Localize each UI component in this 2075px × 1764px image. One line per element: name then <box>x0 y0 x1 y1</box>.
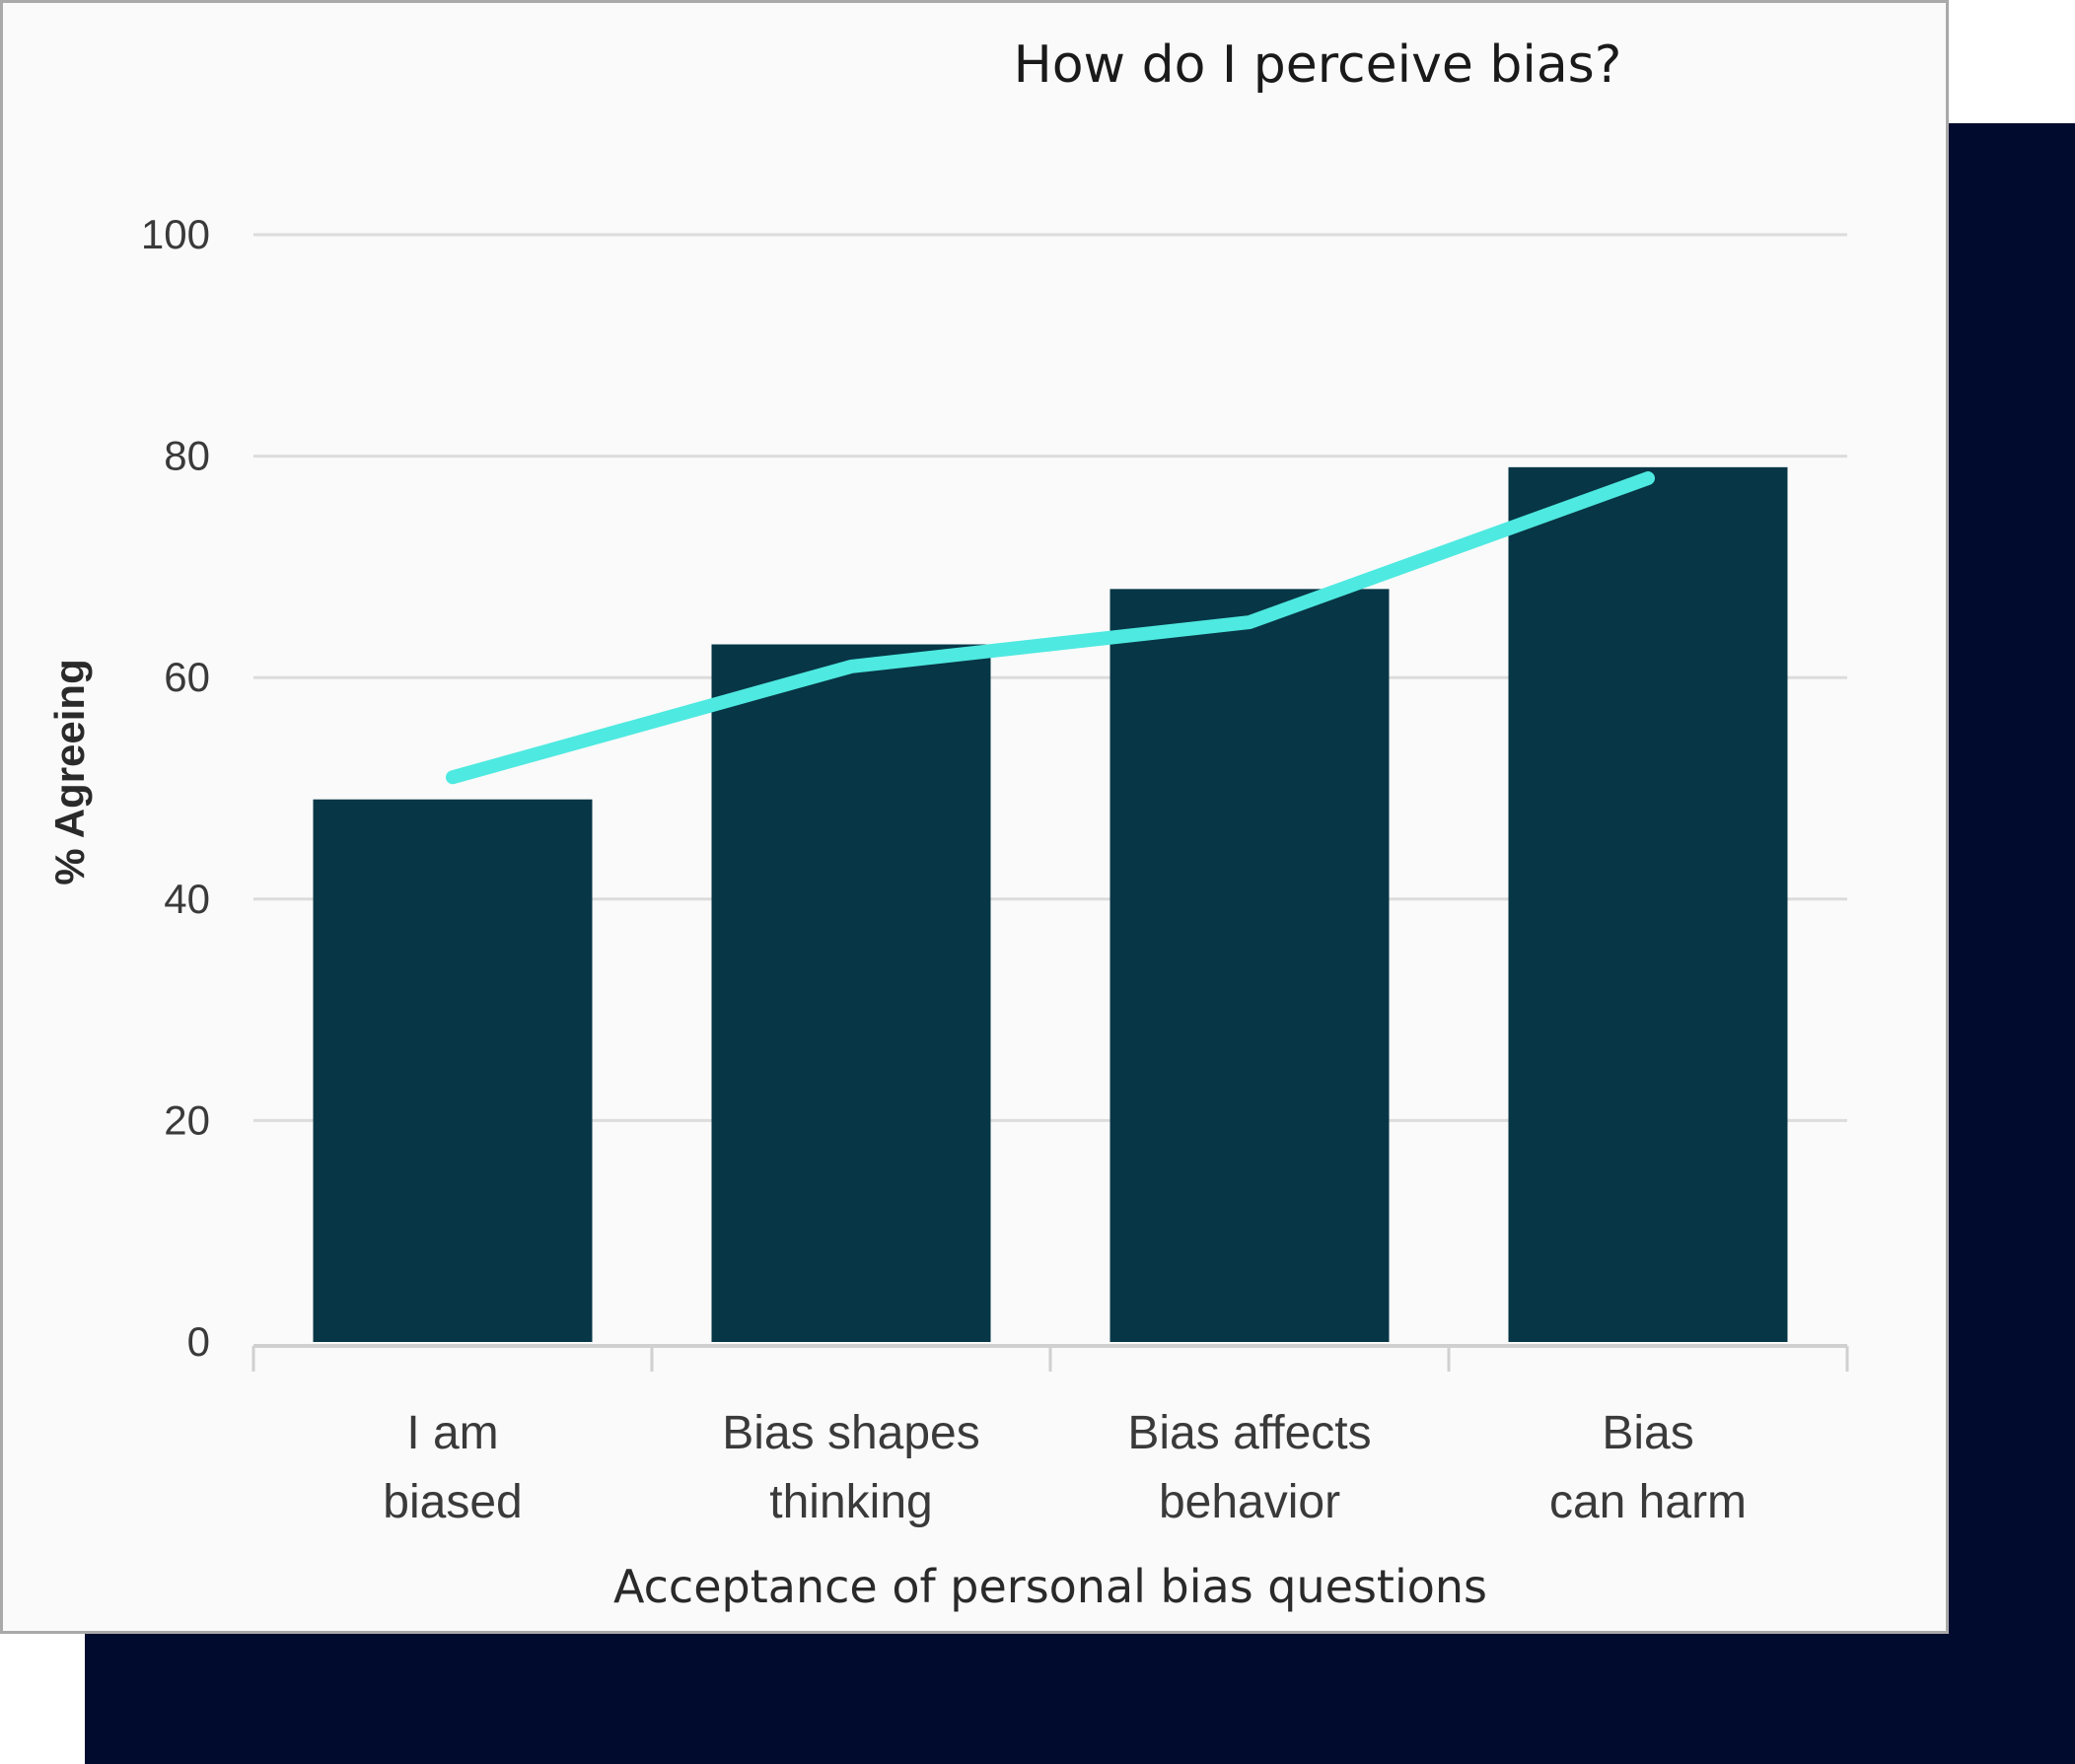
x-axis-label: Acceptance of personal bias questions <box>613 1560 1487 1613</box>
category-labels: I am biased Bias shapes thinking Bias affect… <box>383 1407 1747 1528</box>
category-label-2-line-2: thinking <box>769 1476 932 1528</box>
category-label-1-line-2: biased <box>383 1476 522 1528</box>
y-tick-80: 80 <box>164 433 210 479</box>
y-tick-0: 0 <box>187 1318 210 1365</box>
bias-chart: How do I perceive bias? 0 20 40 60 80 100 I a… <box>46 35 1849 1613</box>
y-tick-labels: 0 20 40 60 80 100 <box>141 211 210 1365</box>
category-label-3-line-2: behavior <box>1159 1476 1340 1528</box>
y-tick-60: 60 <box>164 654 210 700</box>
y-axis-label: % Agreeing <box>46 659 93 884</box>
x-axis <box>251 1344 1849 1372</box>
bars <box>313 466 1788 1343</box>
chart-title: How do I perceive bias? <box>1014 35 1622 95</box>
category-label-3-line-1: Bias affects <box>1127 1407 1371 1459</box>
bar-2 <box>711 644 991 1342</box>
category-label-4-line-1: Bias <box>1602 1407 1693 1459</box>
category-label-2-line-1: Bias shapes <box>722 1407 980 1459</box>
category-label-1-line-1: I am <box>406 1407 498 1459</box>
bar-4 <box>1508 466 1788 1343</box>
bar-3 <box>1109 589 1390 1342</box>
y-tick-40: 40 <box>164 876 210 922</box>
bar-1 <box>313 799 593 1342</box>
y-tick-100: 100 <box>141 211 210 257</box>
trend-series-line <box>446 471 1655 785</box>
category-label-4-line-2: can harm <box>1549 1476 1747 1528</box>
chart-card: How do I perceive bias? 0 20 40 60 80 100 I a… <box>0 0 1949 1634</box>
trend-line <box>446 471 1655 785</box>
y-tick-20: 20 <box>164 1096 210 1143</box>
